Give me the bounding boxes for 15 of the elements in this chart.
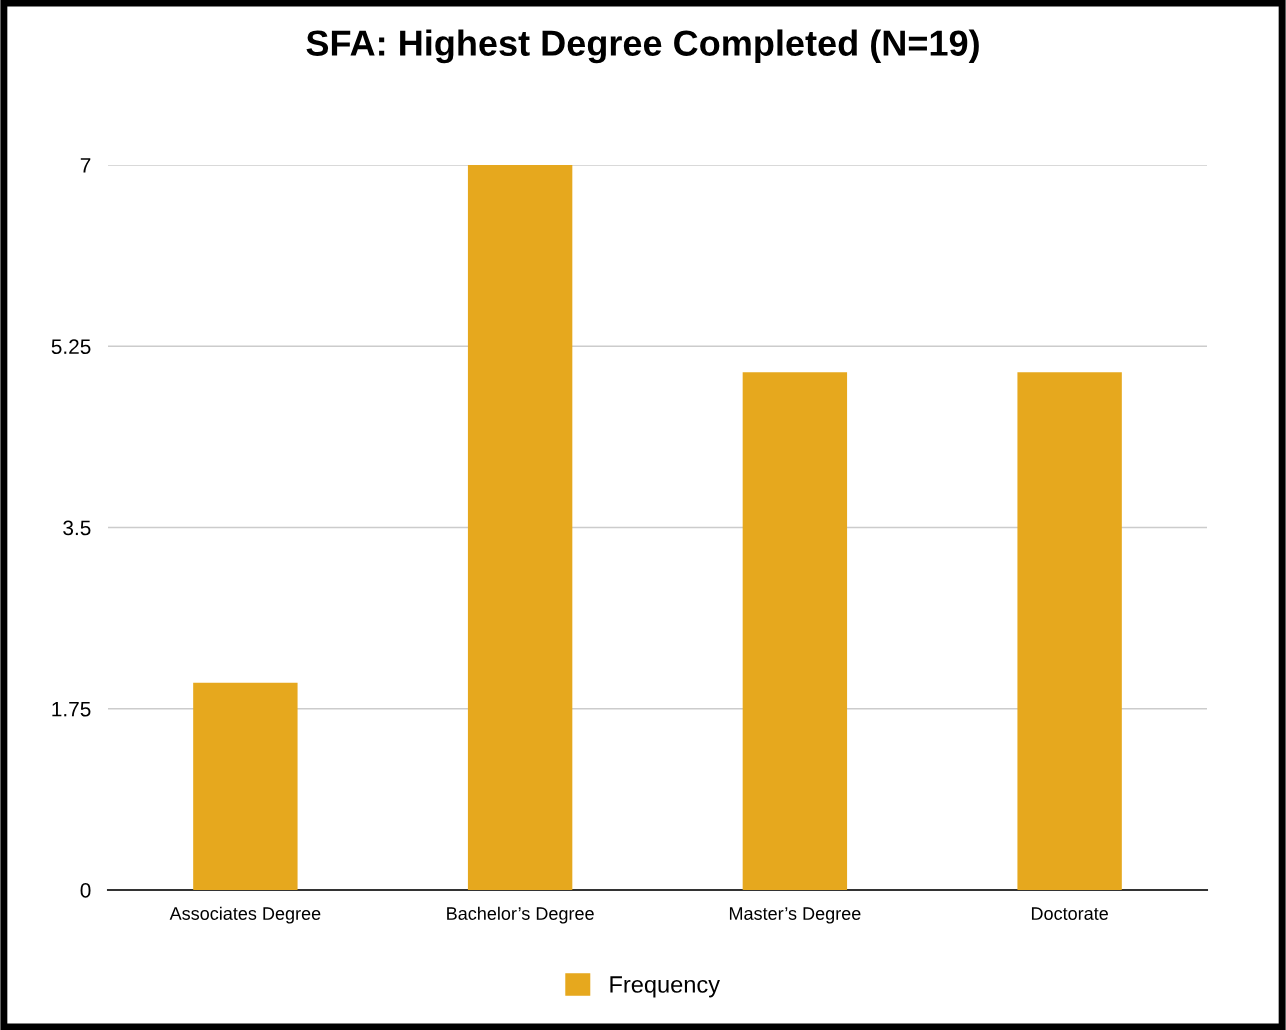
bar	[193, 682, 298, 890]
y-tick-label: 7	[80, 158, 91, 173]
x-tick-label: Doctorate	[1031, 907, 1108, 920]
y-tick-label: 3.5	[63, 520, 91, 536]
x-tick-label: Master’s Degree	[729, 907, 861, 924]
y-tick-label: 0	[80, 883, 91, 898]
chart-title: SFA: Highest Degree Completed (N=19)	[306, 29, 979, 64]
legend-label: Frequency	[610, 976, 720, 998]
x-tick-label: Associates Degree	[169, 906, 321, 924]
y-tick-label: 1.75	[52, 701, 91, 717]
bar	[742, 372, 848, 890]
bar	[1017, 372, 1122, 890]
y-tick-label: 5.25	[51, 339, 91, 354]
x-tick-label: Bachelor’s Degree	[447, 906, 594, 924]
bar	[467, 165, 573, 890]
